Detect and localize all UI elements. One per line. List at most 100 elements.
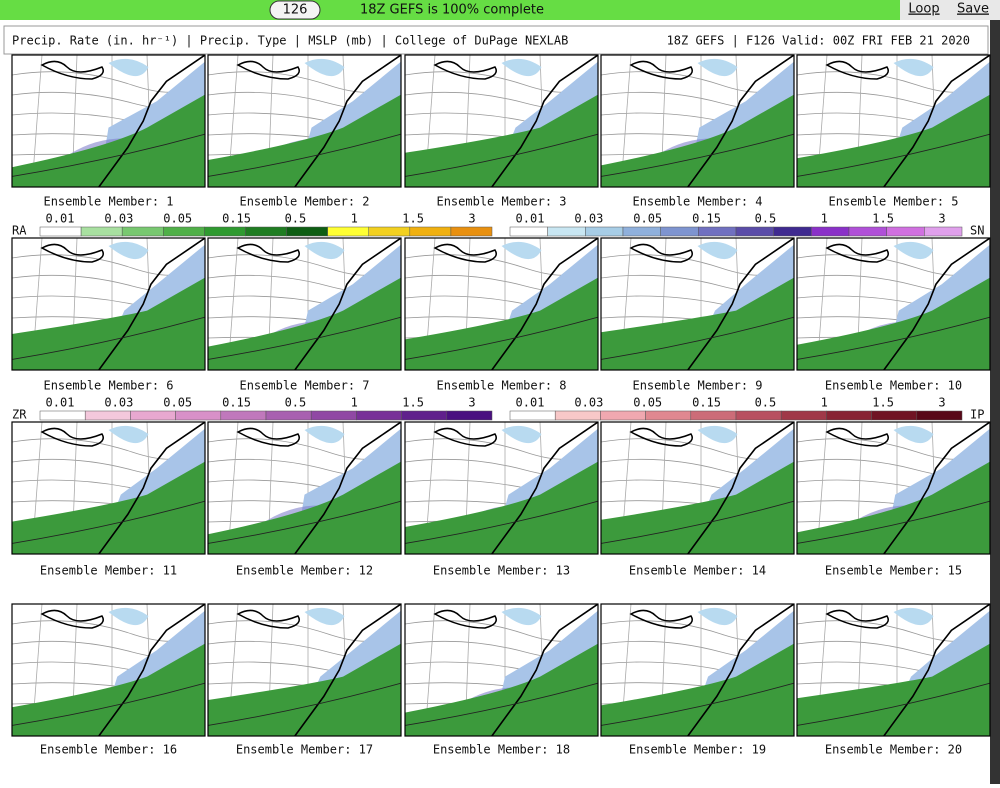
legend-tick: 0.01 (516, 396, 545, 410)
rain-area (405, 461, 598, 554)
panel-label: Ensemble Member: 19 (629, 743, 766, 757)
great-lakes (236, 427, 300, 447)
legend-tick: 1.5 (402, 212, 424, 226)
frame-button[interactable] (269, 0, 321, 20)
coastline (883, 55, 990, 187)
isobar (797, 500, 990, 544)
legend-tick: 1 (821, 396, 828, 410)
great-lakes (433, 609, 497, 629)
map-panel (12, 604, 205, 736)
map-panel (208, 55, 401, 187)
map-panel (797, 238, 990, 370)
legend-swatch (811, 226, 850, 237)
legend-swatch (622, 226, 661, 237)
frame-number[interactable]: 126 (283, 3, 308, 18)
legend-tick: 0.05 (633, 212, 662, 226)
coastline (98, 55, 205, 187)
legend-swatch (175, 410, 222, 421)
legend-tick: 0.5 (285, 396, 307, 410)
legend-swatch (84, 410, 131, 421)
legend-swatch (735, 226, 774, 237)
map-panel (405, 238, 598, 370)
snow-patch (697, 58, 738, 77)
great-lakes (236, 243, 300, 263)
snow-patch (304, 241, 345, 260)
panel-label: Ensemble Member: 10 (825, 379, 962, 393)
save-link[interactable]: Save (957, 2, 989, 17)
legend-swatch (409, 226, 452, 237)
legend-swatch (310, 410, 357, 421)
map-border (600, 421, 795, 555)
header-right: 18Z GEFS | F126 Valid: 00Z FRI FEB 21 20… (667, 34, 970, 48)
map-border (404, 237, 599, 371)
legend-swatch (220, 410, 267, 421)
map-border (796, 603, 991, 737)
legend-swatch (826, 410, 872, 421)
rain-area (208, 643, 401, 736)
snow-patch (108, 241, 149, 260)
toolbar (0, 0, 1000, 20)
coastline (883, 238, 990, 370)
legend-tick: 1 (821, 212, 828, 226)
isobar (12, 316, 205, 360)
isobar (405, 500, 598, 544)
isobar (797, 682, 990, 726)
legend-tick: 0.03 (574, 212, 603, 226)
legend-name: IP (970, 408, 984, 422)
panel-label: Ensemble Member: 6 (43, 379, 173, 393)
panel-label: Ensemble Member: 5 (828, 195, 958, 209)
great-lakes (40, 243, 104, 263)
legend-swatch (871, 410, 918, 421)
legend-swatch (690, 410, 737, 421)
status: 18Z GEFS is 100% complete (360, 3, 544, 18)
legend-swatch (130, 410, 176, 421)
legend-swatch (554, 410, 601, 421)
legend-swatch (450, 226, 493, 237)
legend-swatch (80, 226, 123, 237)
map-border (11, 421, 206, 555)
snow-patch (697, 425, 738, 444)
map-panel (601, 238, 794, 370)
map-panel (601, 55, 794, 187)
snow-patch (108, 58, 149, 77)
panel-label: Ensemble Member: 11 (40, 564, 177, 578)
snow-patch (893, 241, 934, 260)
coastline (294, 238, 401, 370)
legend-tick: 0.03 (574, 396, 603, 410)
isobar (601, 133, 794, 177)
legend-name: RA (12, 224, 27, 238)
loop-link[interactable]: Loop (908, 2, 939, 17)
legend-tick: 1 (351, 396, 358, 410)
map-border (600, 603, 795, 737)
legend-swatch (509, 226, 548, 237)
legend-tick: 0.03 (104, 212, 133, 226)
coastline (883, 604, 990, 736)
panel-label: Ensemble Member: 15 (825, 564, 962, 578)
link-area (900, 0, 1000, 20)
legend-tick: 3 (468, 212, 475, 226)
map-panel (797, 55, 990, 187)
panel-label: Ensemble Member: 14 (629, 564, 766, 578)
map-border (207, 237, 402, 371)
rain-area (797, 94, 990, 187)
map-border (796, 237, 991, 371)
legend-swatch (286, 226, 328, 237)
coastline (687, 422, 794, 554)
snow-patch (501, 241, 542, 260)
legend-tick: 0.03 (104, 396, 133, 410)
great-lakes (825, 243, 889, 263)
legend-swatch (698, 226, 737, 237)
map-border (796, 421, 991, 555)
snow-patch (501, 607, 542, 626)
panel-label: Ensemble Member: 13 (433, 564, 570, 578)
isobar (208, 682, 401, 726)
rain-area (797, 461, 990, 554)
isobar (405, 133, 598, 177)
legend-swatch (886, 226, 925, 237)
panel-label: Ensemble Member: 4 (632, 195, 762, 209)
legend-tick: 0.05 (633, 396, 662, 410)
isobar (405, 682, 598, 726)
legend-swatch (265, 410, 312, 421)
